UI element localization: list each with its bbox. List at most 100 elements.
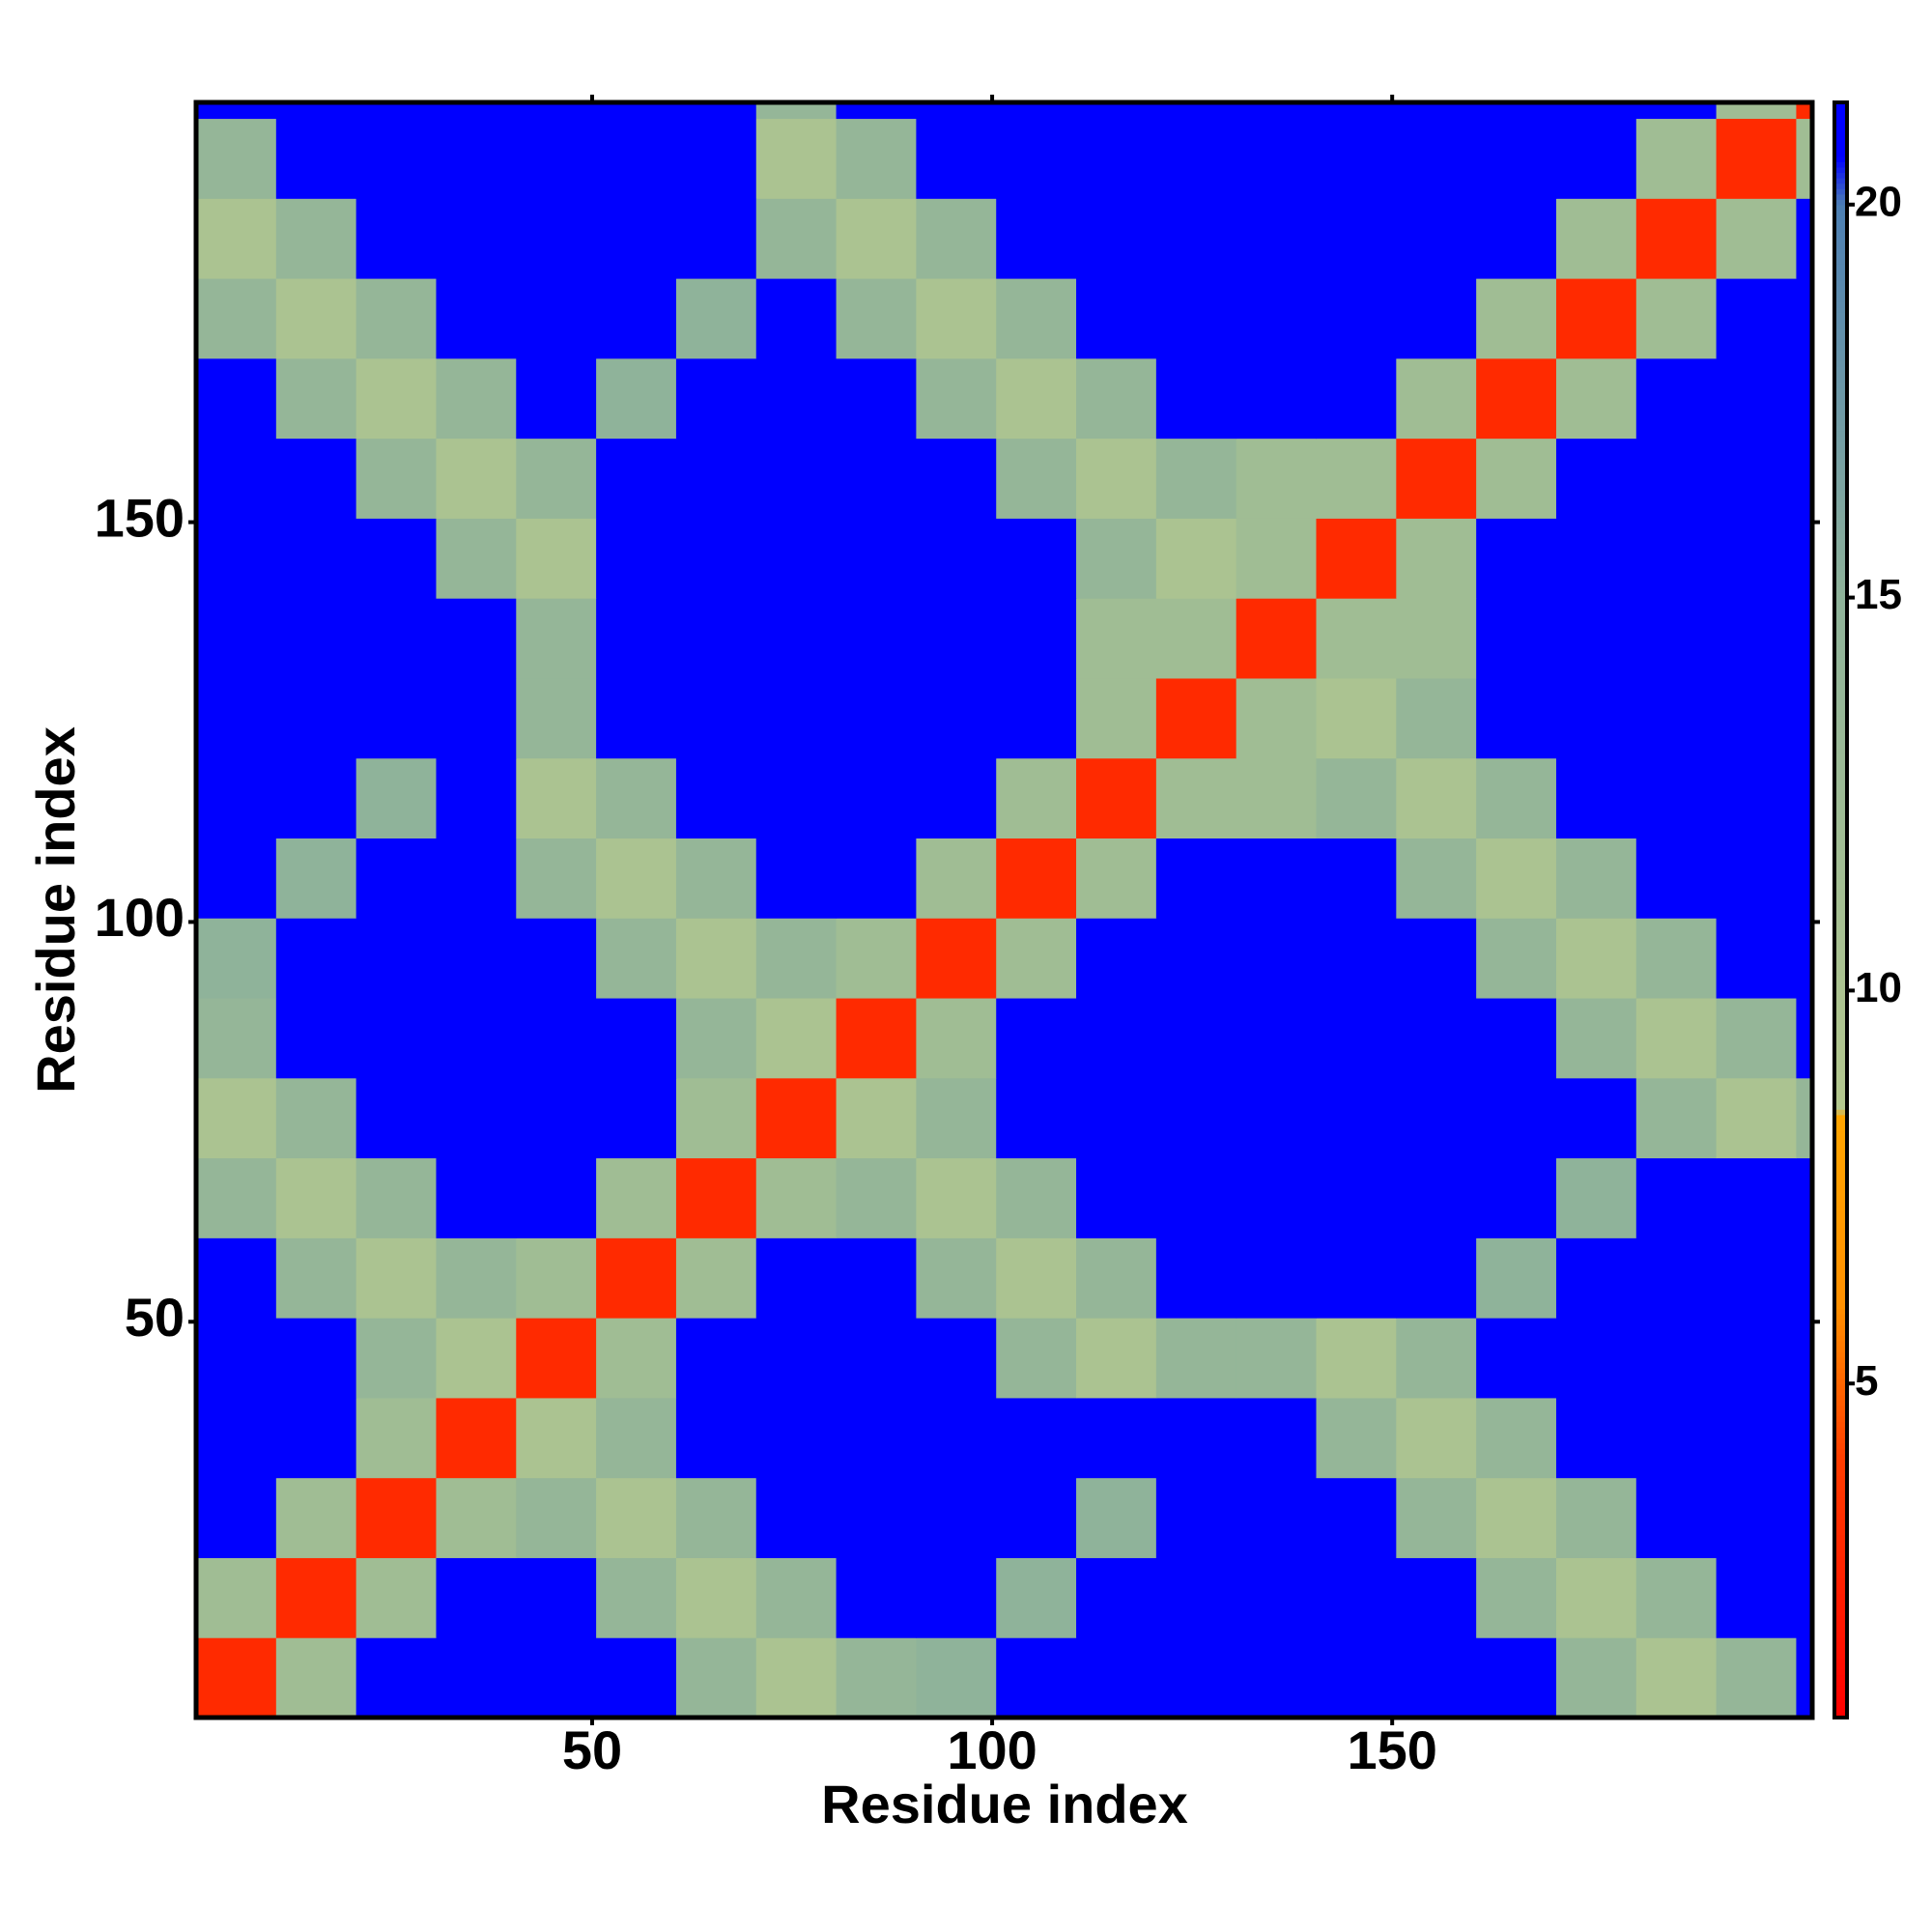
colorbar-segment [1834,695,1847,701]
heatmap-cell [355,757,437,839]
heatmap-cell [355,1237,437,1319]
heatmap-cell [996,1318,1077,1399]
colorbar-segment [1834,898,1847,906]
colorbar-segment [1834,506,1847,513]
heatmap-cell [1476,918,1557,999]
heatmap-cell [675,918,757,999]
colorbar-segment [1834,1034,1847,1040]
heatmap-cell [1236,278,1318,359]
colorbar-segment [1834,888,1847,895]
colorbar-segment [1834,511,1847,518]
colorbar-segment [1834,948,1847,954]
colorbar-segment [1834,1260,1847,1266]
colorbar-segment [1834,204,1847,212]
heatmap-cell [1316,357,1397,440]
heatmap-cell [275,998,357,1079]
colorbar-segment [1834,463,1847,469]
heatmap-cell [436,118,517,199]
heatmap-cell [675,102,757,120]
heatmap-cell [996,1077,1077,1159]
colorbar-segment [1834,172,1847,179]
heatmap-cell [516,1077,597,1159]
heatmap-cell [355,357,437,440]
heatmap-cell [196,598,277,679]
heatmap-cell [1316,998,1397,1079]
colorbar-segment [1834,1275,1847,1283]
heatmap-cell [836,918,917,999]
heatmap-cell [1155,357,1237,440]
heatmap-cell [1716,118,1797,199]
heatmap-cell [436,838,517,919]
colorbar-segment [1834,1297,1847,1304]
heatmap-cell [836,1637,917,1719]
heatmap-cell [1236,118,1318,199]
heatmap-cell [275,757,357,839]
heatmap-cell [1796,357,1813,440]
heatmap-cell [436,1397,517,1479]
heatmap-cell [1396,757,1477,839]
colorbar-segment [1834,1319,1847,1325]
heatmap-cell [1716,102,1797,120]
heatmap-cell [1476,198,1557,279]
heatmap-cell [675,757,757,839]
colorbar-segment [1834,344,1847,351]
heatmap-cell [436,1077,517,1159]
colorbar-segment [1834,1114,1847,1121]
colorbar-segment [1834,963,1847,970]
heatmap-cell [1476,1557,1557,1638]
heatmap-cell [755,1237,838,1319]
heatmap-cell [355,102,437,120]
heatmap-cell [1076,598,1157,679]
heatmap-cell [1076,198,1157,279]
heatmap-cell [916,278,997,359]
colorbar-segment [1834,441,1847,448]
colorbar-segment [1834,586,1847,593]
heatmap-cell [996,757,1077,839]
heatmap-cell [1635,518,1718,599]
colorbar-segment [1834,1007,1847,1013]
colorbar-segment [1834,942,1847,949]
heatmap-cell [1396,278,1477,359]
colorbar-segment [1834,107,1847,114]
heatmap-cell [1716,1318,1797,1399]
heatmap-cell [1076,677,1157,759]
heatmap-cell [1796,1397,1813,1479]
heatmap-cell [355,998,437,1079]
colorbar-segment [1834,527,1847,534]
heatmap-cell [916,518,997,599]
colorbar-segment [1834,398,1847,405]
heatmap-cell [1316,1477,1397,1558]
colorbar-segment [1834,1335,1847,1342]
heatmap-cell [996,838,1077,919]
heatmap-cell [1396,102,1477,120]
colorbar-segment [1834,1561,1847,1568]
heatmap-cell [275,278,357,359]
heatmap-cell [196,677,277,759]
colorbar-segment [1834,118,1847,125]
colorbar-segment [1834,635,1847,641]
colorbar-segment [1834,113,1847,120]
heatmap-cell [1476,598,1557,679]
heatmap-cell [516,518,597,599]
heatmap-cell [1555,838,1637,919]
colorbar-segment [1834,1136,1847,1143]
heatmap-cell [675,598,757,679]
colorbar-segment [1834,1011,1847,1019]
colorbar-segment [1834,317,1847,325]
heatmap-cell [1555,998,1637,1079]
heatmap-cell [516,757,597,839]
heatmap-cell [1155,677,1237,759]
heatmap-cell [996,118,1077,199]
heatmap-cell [275,357,357,440]
colorbar-segment [1834,781,1847,787]
heatmap-cell [1796,118,1813,199]
heatmap-cell [516,677,597,759]
heatmap-cell [355,1557,437,1638]
heatmap-cell [275,1077,357,1159]
heatmap-cell [1555,757,1637,839]
colorbar-segment [1834,419,1847,426]
colorbar-segment [1834,500,1847,507]
heatmap-cell [275,438,357,519]
heatmap-cell [596,1557,677,1638]
colorbar-segment [1834,1367,1847,1374]
